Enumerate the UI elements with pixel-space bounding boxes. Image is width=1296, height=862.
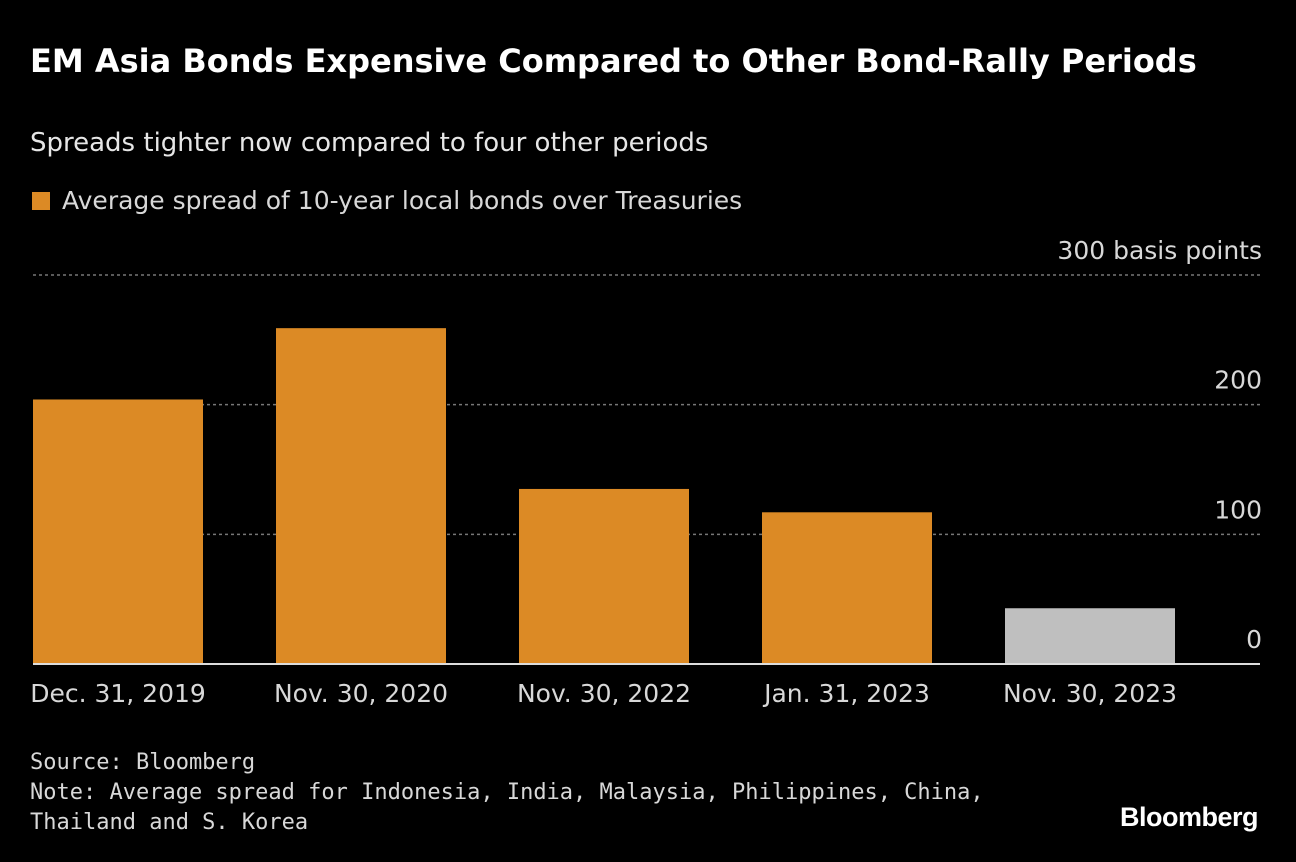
source-text: Source: Bloomberg [30,750,256,775]
bloomberg-logo: Bloomberg [1119,802,1259,832]
legend-label: Average spread of 10-year local bonds ov… [62,186,743,215]
bar [276,328,446,664]
y-tick-label: 300 basis points [1057,236,1262,265]
y-tick-label: 100 [1214,495,1262,524]
x-tick-label: Nov. 30, 2023 [1003,679,1177,708]
chart-title: EM Asia Bonds Expensive Compared to Othe… [30,42,1197,80]
bar [33,399,203,664]
x-tick-label: Dec. 31, 2019 [30,679,206,708]
bar [519,488,689,664]
footnotes: Source: Bloomberg Note: Average spread f… [30,748,1030,838]
chart-subtitle: Spreads tighter now compared to four oth… [30,128,709,158]
x-tick-label: Jan. 31, 2023 [762,679,930,708]
y-tick-label: 200 [1214,366,1262,395]
x-tick-label: Nov. 30, 2022 [517,679,691,708]
x-tick-label: Nov. 30, 2020 [274,679,448,708]
legend-swatch [32,191,50,210]
y-tick-label: 0 [1246,625,1262,654]
bar [1005,608,1175,664]
legend: Average spread of 10-year local bonds ov… [32,186,742,215]
bar [762,512,932,664]
note-text: Note: Average spread for Indonesia, Indi… [30,780,984,835]
